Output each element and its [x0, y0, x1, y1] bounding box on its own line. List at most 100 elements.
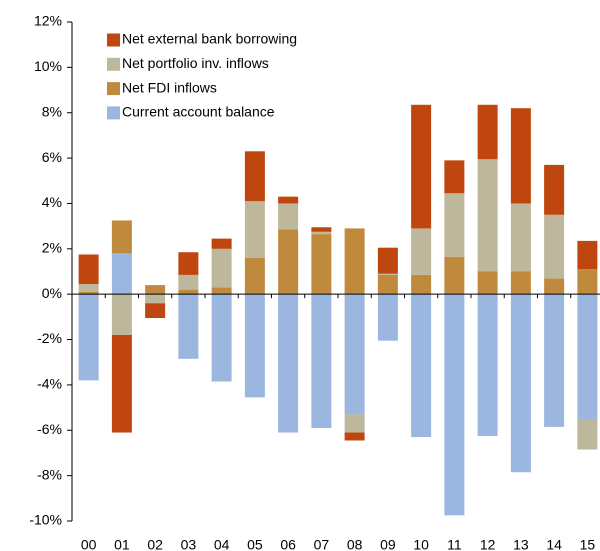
bar-segment	[510, 294, 531, 473]
bar-segment	[278, 229, 299, 295]
y-tick-label: 12%	[34, 13, 62, 29]
bar-segment	[444, 256, 465, 295]
bar-segment	[444, 294, 465, 516]
x-tick-label: 07	[314, 537, 330, 551]
bar-segment	[311, 234, 332, 295]
bar-segment	[344, 294, 365, 415]
y-tick-label: 2%	[42, 240, 62, 256]
x-tick-label: 03	[181, 537, 197, 551]
x-tick-label: 13	[513, 537, 529, 551]
bar-segment	[211, 287, 232, 295]
bar-segment	[377, 294, 398, 341]
x-tick-label: 12	[480, 537, 496, 551]
y-tick-label: 0%	[42, 285, 62, 301]
bar-segment	[344, 414, 365, 433]
bar-segment	[510, 108, 531, 204]
bar-segment	[411, 274, 432, 295]
y-tick-label: 4%	[42, 194, 62, 210]
bar-segment	[178, 274, 199, 290]
bar-segment	[577, 294, 598, 419]
x-tick-label: 10	[413, 537, 429, 551]
bar-segment	[377, 273, 398, 275]
y-tick-label: -10%	[29, 512, 62, 528]
legend-swatch	[107, 82, 120, 96]
bar-segment	[278, 196, 299, 204]
x-tick-label: 08	[347, 537, 363, 551]
bar-segment	[111, 220, 132, 254]
x-tick-label: 02	[147, 537, 163, 551]
y-tick-label: -6%	[37, 421, 62, 437]
bar-segment	[111, 294, 132, 336]
y-tick-label: 6%	[42, 149, 62, 165]
bar-segment	[544, 214, 565, 279]
bar-segment	[344, 432, 365, 441]
bar-segment	[344, 228, 365, 295]
bar-segment	[311, 227, 332, 232]
bar-segment	[411, 104, 432, 229]
x-tick-label: 06	[280, 537, 296, 551]
bar-segment	[244, 257, 265, 295]
bar-segment	[510, 203, 531, 272]
bar-segment	[577, 240, 598, 270]
bar-segment	[145, 294, 166, 304]
bar-segment	[211, 248, 232, 288]
bar-segment	[78, 291, 99, 295]
bar-segment	[544, 164, 565, 215]
bar-segment	[278, 203, 299, 230]
bar-segment	[544, 294, 565, 427]
bar-segment	[244, 201, 265, 258]
bar-segment	[311, 231, 332, 235]
bar-segment	[411, 294, 432, 438]
bar-segment	[178, 252, 199, 275]
bar-segment	[145, 285, 166, 295]
legend-swatch	[107, 106, 120, 120]
bar-segment	[477, 294, 498, 436]
y-tick-label: -8%	[37, 466, 62, 482]
bar-segment	[411, 228, 432, 275]
x-tick-label: 11	[447, 537, 462, 551]
legend-swatch	[107, 33, 120, 47]
bar-segment	[444, 160, 465, 194]
y-tick-label: 10%	[34, 58, 62, 74]
bar-segment	[78, 254, 99, 284]
x-tick-label: 04	[214, 537, 230, 551]
x-tick-label: 00	[81, 537, 97, 551]
bar-segment	[577, 418, 598, 450]
x-tick-label: 15	[580, 537, 596, 551]
bar-segment	[178, 289, 199, 295]
x-tick-label: 01	[114, 537, 130, 551]
bar-segment	[278, 294, 299, 433]
bar-segment	[311, 294, 332, 429]
bar-segment	[477, 271, 498, 295]
bar-segment	[111, 335, 132, 433]
legend-label: Net FDI inflows	[122, 79, 217, 95]
x-tick-label: 09	[380, 537, 396, 551]
bar-segment	[244, 294, 265, 398]
bar-segment	[78, 283, 99, 292]
bar-segment	[544, 278, 565, 295]
bar-segment	[477, 159, 498, 272]
bar-segment	[377, 247, 398, 274]
legend-label: Current account balance	[122, 104, 275, 120]
bar-segment	[178, 294, 199, 359]
x-tick-label: 05	[247, 537, 263, 551]
bar-segment	[377, 274, 398, 295]
bar-segment	[211, 294, 232, 382]
legend-swatch	[107, 57, 120, 71]
legend-label: Net external bank borrowing	[122, 31, 297, 47]
bar-segment	[477, 104, 498, 160]
bar-segment	[244, 151, 265, 202]
legend-label: Net portfolio inv. inflows	[122, 55, 269, 71]
bar-segment	[111, 253, 132, 295]
y-tick-label: -2%	[37, 330, 62, 346]
bar-segment	[510, 271, 531, 295]
bar-segment	[577, 269, 598, 295]
y-tick-label: -4%	[37, 376, 62, 392]
bar-segment	[211, 238, 232, 249]
y-tick-label: 8%	[42, 103, 62, 119]
bar-segment	[78, 294, 99, 381]
bar-segment	[145, 303, 166, 318]
x-tick-label: 14	[546, 537, 562, 551]
bar-segment	[444, 193, 465, 257]
